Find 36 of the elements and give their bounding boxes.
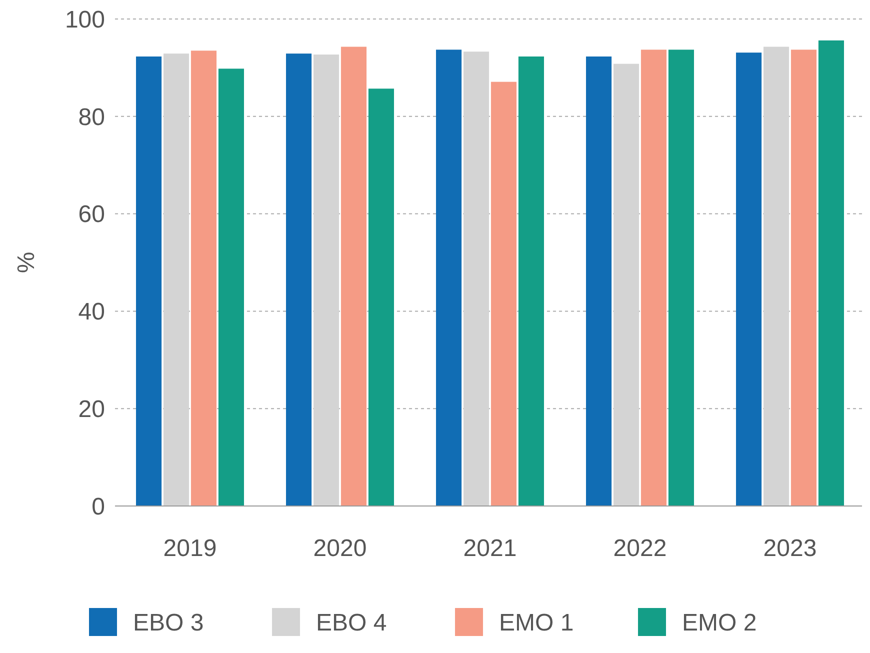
legend-label: EBO 4 — [316, 609, 387, 636]
legend-label: EMO 2 — [682, 609, 757, 636]
bar — [286, 54, 312, 506]
bar — [668, 50, 694, 506]
bar — [586, 56, 612, 506]
x-tick-label: 2023 — [763, 535, 817, 562]
legend-label: EBO 3 — [133, 609, 204, 636]
x-tick-label: 2019 — [163, 535, 217, 562]
bar — [340, 46, 367, 506]
y-tick-label: 0 — [92, 493, 105, 520]
x-tick-label: 2021 — [463, 535, 517, 562]
x-tick-label: 2020 — [313, 535, 367, 562]
legend-label: EMO 1 — [499, 609, 574, 636]
bar — [763, 46, 790, 506]
bar — [313, 54, 340, 506]
bar — [136, 56, 162, 506]
bar — [163, 54, 190, 506]
y-tick-label: 40 — [78, 298, 105, 326]
bar — [218, 68, 244, 506]
bar — [613, 64, 640, 506]
bar — [790, 50, 817, 506]
y-tick-label: 20 — [78, 396, 105, 423]
bar — [490, 82, 517, 506]
y-axis-title: % — [13, 252, 40, 274]
bar — [463, 52, 490, 506]
bar — [818, 40, 844, 506]
y-tick-label: 60 — [78, 201, 105, 228]
y-tick-label: 100 — [64, 6, 105, 34]
bar — [640, 50, 667, 506]
bar — [518, 56, 544, 506]
bar — [190, 50, 217, 506]
bar — [736, 52, 762, 506]
bar — [368, 88, 394, 506]
x-tick-label: 2022 — [613, 535, 667, 562]
bar — [436, 50, 462, 506]
y-tick-label: 80 — [78, 104, 105, 131]
